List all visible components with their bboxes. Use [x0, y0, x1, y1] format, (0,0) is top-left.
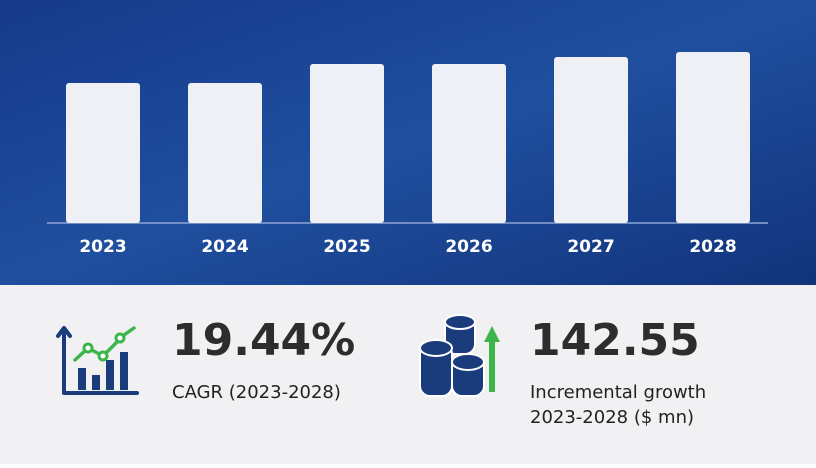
x-tick-label: 2028 [689, 237, 736, 257]
stat-value: 19.44% [172, 315, 355, 366]
stat-label: CAGR (2023-2028) [172, 382, 341, 403]
bar [432, 64, 506, 223]
x-tick-label: 2023 [79, 237, 126, 257]
bar [676, 52, 750, 223]
x-tick-label: 2024 [201, 237, 248, 257]
x-tick-label: 2027 [567, 237, 614, 257]
bar [310, 64, 384, 223]
cagr-icon [56, 326, 139, 395]
stat-label: 2023-2028 ($ mn) [530, 407, 694, 428]
bar [188, 83, 262, 223]
x-tick-label: 2026 [445, 237, 492, 257]
bar [66, 83, 140, 223]
stats-background [0, 285, 816, 464]
coins-icon [419, 314, 500, 397]
bar [554, 57, 628, 223]
stat-label: Incremental growth [530, 382, 706, 403]
x-tick-label: 2025 [323, 237, 370, 257]
stat-value: 142.55 [530, 315, 700, 366]
